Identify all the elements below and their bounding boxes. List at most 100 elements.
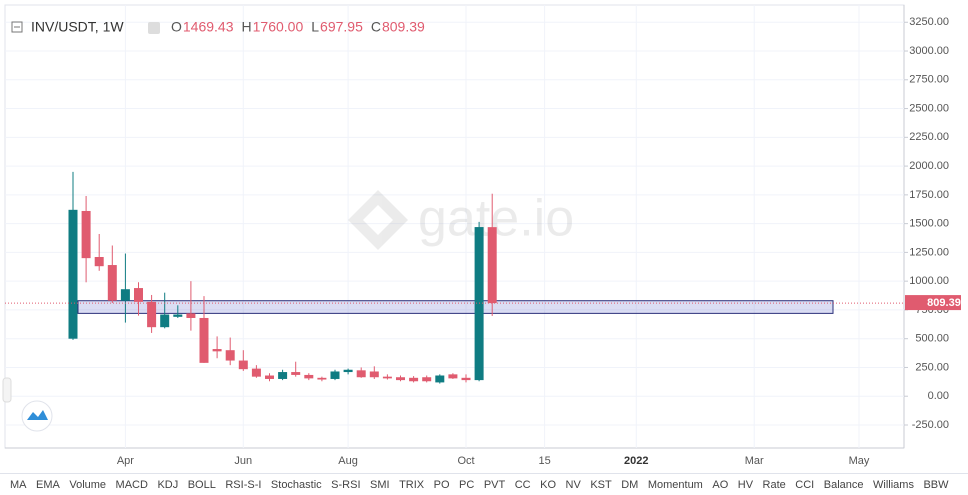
logo-icon bbox=[27, 410, 48, 420]
ohlc-value: 697.95 bbox=[320, 19, 363, 35]
symbol-title: INV/USDT, 1W bbox=[31, 19, 124, 35]
y-tick-label: 2250.00 bbox=[909, 131, 949, 143]
candle-body bbox=[265, 375, 274, 379]
x-tick-label: 15 bbox=[538, 455, 550, 467]
candle-body bbox=[396, 377, 405, 381]
candle-body bbox=[369, 371, 379, 378]
indicator-button[interactable]: PVT bbox=[483, 478, 506, 491]
candle-body bbox=[356, 370, 366, 378]
x-tick-label: Mar bbox=[745, 455, 764, 467]
indicator-button[interactable]: MACD bbox=[115, 478, 148, 491]
indicator-button[interactable]: Momentum bbox=[647, 478, 703, 491]
y-tick-label: 1500.00 bbox=[909, 218, 949, 230]
candle-body bbox=[212, 349, 222, 352]
indicator-button[interactable]: Balance bbox=[823, 478, 864, 491]
candle-body bbox=[448, 374, 458, 379]
candle-body bbox=[238, 360, 248, 370]
ohlc-value: 1469.43 bbox=[183, 19, 234, 35]
indicator-button[interactable]: KDJ bbox=[157, 478, 179, 491]
candle-body bbox=[199, 317, 209, 363]
indicator-button[interactable]: SMI bbox=[370, 478, 390, 491]
candle-body bbox=[422, 377, 432, 382]
candle-body bbox=[435, 375, 445, 383]
candle-body bbox=[134, 288, 143, 302]
indicator-button[interactable]: HV bbox=[737, 478, 754, 491]
side-handle[interactable] bbox=[2, 377, 12, 403]
ohlc-value: 1760.00 bbox=[253, 19, 304, 35]
candle-body bbox=[147, 301, 157, 328]
candle-body bbox=[278, 372, 288, 379]
y-tick-label: 3250.00 bbox=[909, 16, 949, 28]
last-price-tag bbox=[905, 295, 961, 311]
indicator-button[interactable]: Stochastic bbox=[270, 478, 322, 491]
candle-body bbox=[81, 210, 91, 259]
candle-body bbox=[225, 350, 235, 361]
ohlc-label: C bbox=[371, 19, 381, 35]
candle-body bbox=[186, 313, 196, 318]
indicator-button[interactable]: AO bbox=[712, 478, 729, 491]
candle-body bbox=[68, 209, 78, 339]
candle-body bbox=[94, 256, 104, 267]
indicator-button[interactable]: PO bbox=[433, 478, 450, 491]
indicator-button[interactable]: PC bbox=[459, 478, 475, 491]
candle-body bbox=[343, 369, 353, 373]
x-tick-label: May bbox=[849, 455, 870, 467]
y-tick-label: 1250.00 bbox=[909, 246, 949, 258]
indicator-toolbar: MA EMA Volume MACD KDJ BOLL RSI-S-I Stochastic S… bbox=[0, 473, 968, 495]
indicator-button[interactable]: Rate bbox=[762, 478, 786, 491]
candle-body bbox=[173, 314, 183, 317]
indicator-button[interactable]: EMA bbox=[36, 478, 60, 491]
candle-body bbox=[461, 377, 471, 381]
y-tick-label: 2000.00 bbox=[909, 160, 949, 172]
indicator-button[interactable]: DM bbox=[621, 478, 639, 491]
price-zone bbox=[77, 300, 834, 314]
ohlc-value: 809.39 bbox=[382, 19, 425, 35]
candle-body bbox=[304, 374, 314, 379]
indicator-button[interactable]: BOLL bbox=[187, 478, 216, 491]
indicator-button[interactable]: NV bbox=[565, 478, 581, 491]
watermark-logo bbox=[348, 190, 408, 250]
y-tick-label: 250.00 bbox=[915, 361, 949, 373]
candle-body bbox=[120, 289, 130, 301]
indicator-button[interactable]: CCI bbox=[795, 478, 815, 491]
indicator-button[interactable]: TRIX bbox=[399, 478, 425, 491]
candle-body bbox=[317, 377, 327, 380]
y-tick-label: 2500.00 bbox=[909, 102, 949, 114]
candle-body bbox=[487, 227, 497, 304]
settings-icon[interactable] bbox=[148, 22, 160, 34]
candle-body bbox=[474, 227, 484, 381]
x-tick-label: Oct bbox=[457, 455, 474, 467]
collapse-icon[interactable] bbox=[11, 21, 23, 33]
indicator-button[interactable]: Williams bbox=[873, 478, 914, 491]
indicator-button[interactable]: CC bbox=[514, 478, 531, 491]
ohlc-header: O 1469.43 H 1760.00 L 697.95 C 809.39 bbox=[171, 19, 425, 35]
indicator-button[interactable]: MA bbox=[10, 478, 27, 491]
x-tick-label: Apr bbox=[117, 455, 134, 467]
indicator-button[interactable]: BBW bbox=[923, 478, 949, 491]
indicator-button[interactable]: RSI-S-I bbox=[225, 478, 262, 491]
indicator-button[interactable]: KO bbox=[540, 478, 557, 491]
y-tick-label: 0.00 bbox=[928, 390, 949, 402]
candle-body bbox=[382, 376, 392, 379]
last-price-label: 809.39 bbox=[927, 297, 961, 309]
y-tick-label: 500.00 bbox=[915, 333, 949, 345]
candle-body bbox=[409, 377, 419, 382]
indicator-button[interactable]: S-RSI bbox=[331, 478, 361, 491]
ohlc-label: H bbox=[242, 19, 252, 35]
y-tick-label: 1750.00 bbox=[909, 189, 949, 201]
x-tick-label: Aug bbox=[338, 455, 358, 467]
y-tick-label: 1000.00 bbox=[909, 275, 949, 287]
y-tick-label: 2750.00 bbox=[909, 74, 949, 86]
ohlc-label: L bbox=[311, 19, 319, 35]
candle-body bbox=[160, 314, 170, 328]
x-tick-label: Jun bbox=[234, 455, 252, 467]
indicator-button[interactable]: Volume bbox=[69, 478, 107, 491]
ohlc-label: O bbox=[171, 19, 182, 35]
indicator-button[interactable]: KST bbox=[590, 478, 612, 491]
candle-body bbox=[107, 265, 117, 301]
chart: gate.io INV/USDT, 1W O 1469.43 H 1760.00 L 69… bbox=[2, 4, 961, 467]
y-tick-label: 3000.00 bbox=[909, 45, 949, 57]
y-tick-label: -250.00 bbox=[912, 419, 949, 431]
candle-body bbox=[330, 371, 340, 379]
